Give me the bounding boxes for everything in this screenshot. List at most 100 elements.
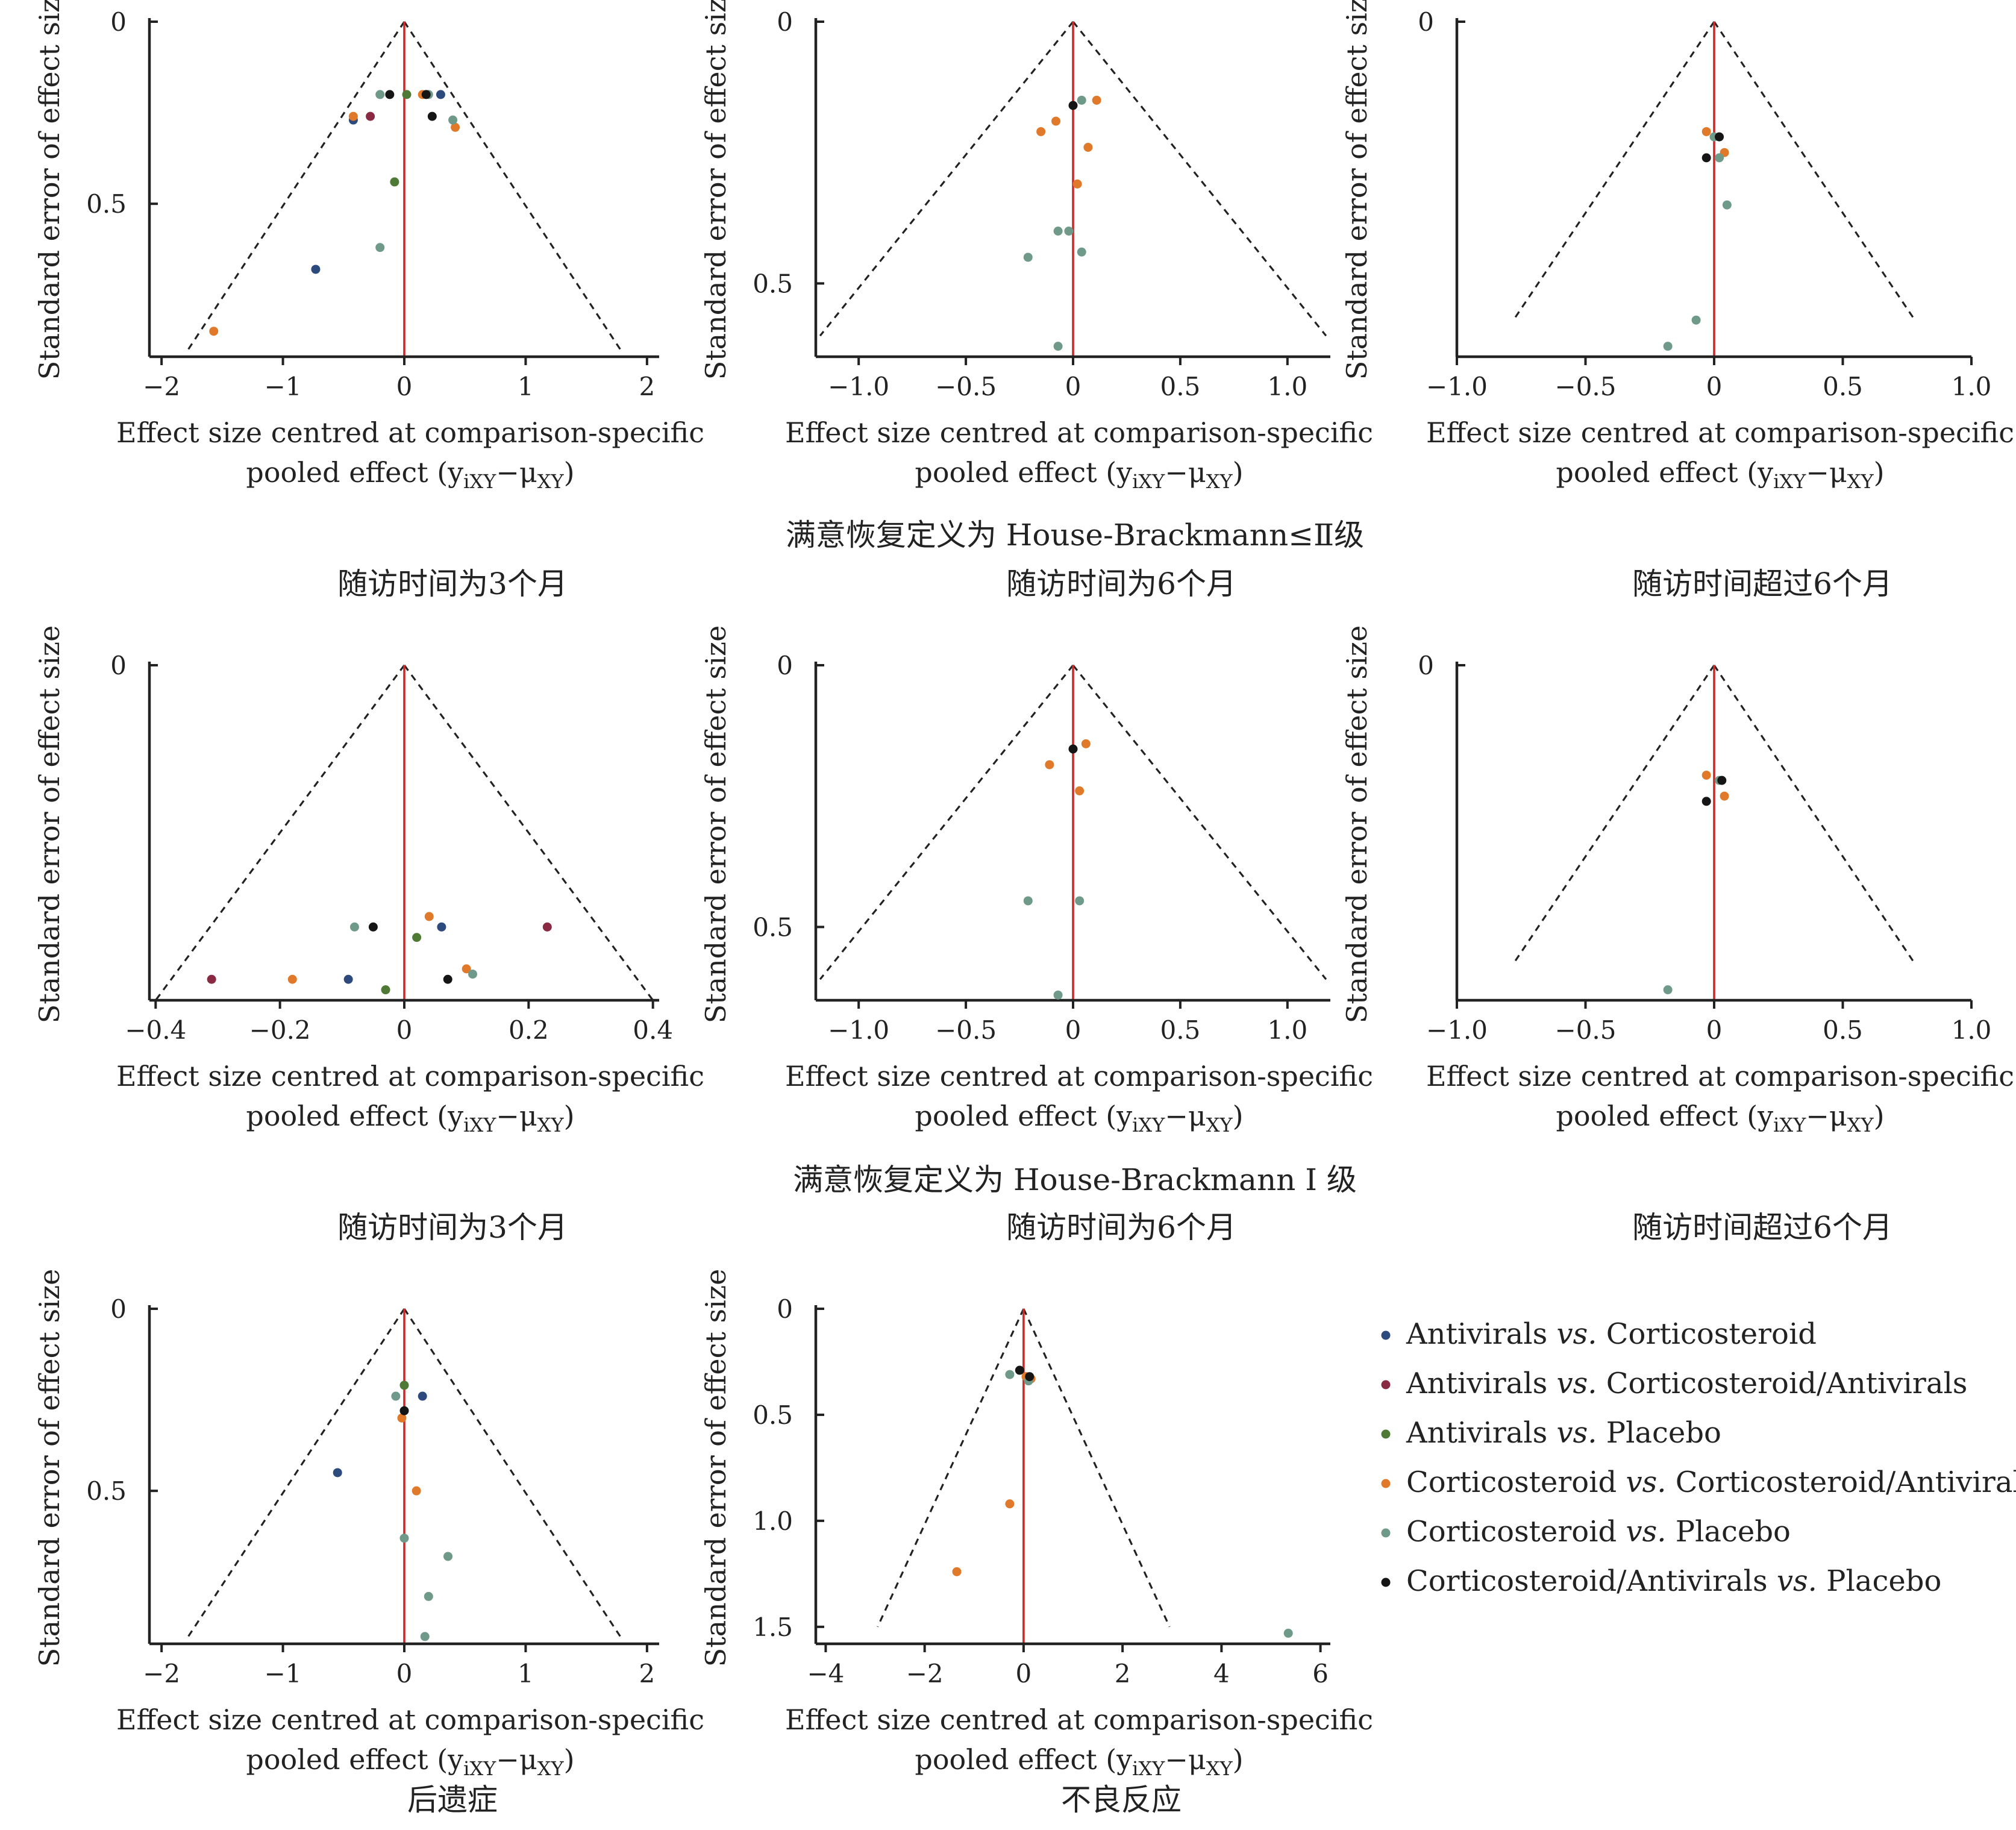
- x-axis-label-line2: pooled effect (yiXY−μXY): [915, 456, 1243, 493]
- y-tick-label: 0: [777, 1294, 793, 1324]
- data-point: [1068, 744, 1078, 754]
- data-point: [1701, 770, 1711, 780]
- x-axis-label-part: iXY: [1773, 470, 1806, 493]
- funnel-line-right: [1072, 664, 1327, 980]
- x-axis-label-part: −μ: [1806, 456, 1847, 489]
- data-point: [375, 243, 385, 252]
- data-point: [1701, 797, 1711, 806]
- funnel-panel-3: −1.0 −0.5 0 0.5 1.0 0 Standard error of effect…: [1341, 0, 2014, 601]
- x-axis-label-part: XY: [1206, 1114, 1233, 1136]
- funnel-panel-2: −1.0 −0.5 0 0.5 1.0 0 0.5 Standard error of eff…: [700, 0, 1373, 601]
- x-axis-label-line2: pooled effect (yiXY−μXY): [246, 456, 574, 493]
- data-point: [311, 265, 321, 274]
- x-tick-label: −1: [265, 1659, 302, 1688]
- x-axis-label-part: ): [564, 1100, 575, 1132]
- data-point: [399, 1534, 409, 1543]
- x-axis-label-part: −μ: [1806, 1100, 1847, 1132]
- data-point: [451, 122, 460, 132]
- data-point: [366, 111, 375, 121]
- y-axis-label: Standard error of effect size: [33, 0, 66, 380]
- x-tick-label: 2: [1115, 1659, 1131, 1688]
- x-axis-label-line2: pooled effect (yiXY−μXY): [246, 1743, 574, 1780]
- legend-entry-part: vs.: [1777, 1564, 1817, 1598]
- x-axis-label-part: ): [1233, 1743, 1244, 1776]
- row-title-1: 满意恢复定义为 House-Brackmann≤Ⅱ级: [786, 518, 1364, 553]
- x-tick-label: 2: [639, 372, 655, 401]
- x-axis-label-part: pooled effect (y: [1556, 456, 1773, 489]
- legend-marker: [1381, 1528, 1391, 1538]
- x-axis-label-part: XY: [537, 470, 565, 493]
- funnel-line-left: [1512, 665, 1715, 965]
- x-axis-label-part: −μ: [496, 456, 537, 489]
- data-point: [448, 115, 458, 125]
- data-point: [1077, 95, 1086, 105]
- y-axis-label: Standard error of effect size: [700, 1269, 732, 1667]
- legend-marker: [1381, 1429, 1391, 1439]
- y-tick-label: 0.5: [753, 912, 793, 942]
- legend-entry-part: vs.: [1557, 1367, 1597, 1400]
- panel-caption: 随访时间为3个月: [337, 1210, 568, 1245]
- funnel-line-right: [403, 1308, 621, 1637]
- data-point: [1072, 179, 1082, 189]
- legend-entry-part: Corticosteroid/Antivirals: [1406, 1564, 1777, 1598]
- x-axis-label-part: ): [1233, 1100, 1244, 1132]
- data-point: [1663, 342, 1673, 351]
- data-point: [390, 177, 399, 187]
- x-tick-label: 6: [1312, 1659, 1329, 1688]
- x-axis-label-part: pooled effect (y: [915, 1743, 1132, 1776]
- y-tick-label: 0: [110, 7, 127, 37]
- data-point: [437, 922, 446, 932]
- panel-caption: 后遗症: [407, 1782, 498, 1817]
- x-axis-label-part: XY: [1847, 1114, 1874, 1136]
- legend-marker: [1381, 1380, 1391, 1390]
- x-axis-label-line1: Effect size centred at comparison-specif…: [785, 1703, 1373, 1736]
- x-axis-label-part: XY: [537, 1757, 565, 1780]
- legend-marker: [1381, 1578, 1391, 1587]
- data-point: [1025, 1372, 1035, 1382]
- data-point: [1045, 760, 1054, 769]
- y-axis-label: Standard error of effect size: [700, 0, 732, 380]
- x-axis-label-line1: Effect size centred at comparison-specif…: [785, 1060, 1373, 1092]
- x-axis-label-line2: pooled effect (yiXY−μXY): [246, 1100, 574, 1136]
- data-point: [397, 1413, 407, 1423]
- funnel-panel-6: −1.0 −0.5 0 0.5 1.0 0 Standard error of effect…: [1341, 625, 2014, 1245]
- data-point: [412, 1486, 421, 1496]
- x-tick-label: 4: [1213, 1659, 1230, 1688]
- x-tick-label: 0: [1706, 1015, 1723, 1045]
- x-tick-label: −1.0: [828, 372, 889, 401]
- x-axis-label-part: ): [1874, 1100, 1885, 1132]
- y-tick-label: 0: [110, 1294, 127, 1324]
- x-axis-label-line1: Effect size centred at comparison-specif…: [785, 416, 1373, 449]
- legend-marker: [1381, 1479, 1391, 1488]
- x-axis-label-part: ): [1874, 456, 1885, 489]
- data-point: [1023, 252, 1033, 262]
- data-point: [1068, 101, 1078, 110]
- x-tick-label: 0.2: [509, 1015, 549, 1045]
- legend-entry-part: Corticosteroid/Antivirals: [1667, 1465, 2016, 1499]
- data-point: [424, 912, 434, 921]
- data-point: [1715, 153, 1724, 163]
- panel-caption: 随访时间超过6个月: [1632, 1210, 1892, 1245]
- legend-entry: Antivirals vs. Placebo: [1406, 1416, 1721, 1450]
- data-point: [1053, 990, 1063, 1000]
- x-axis-label-part: XY: [537, 1114, 565, 1136]
- x-tick-label: −0.5: [1555, 372, 1617, 401]
- x-axis-label-line1: Effect size centred at comparison-specif…: [116, 1060, 704, 1092]
- legend-entry-part: vs.: [1626, 1465, 1667, 1499]
- x-axis-label-line2: pooled effect (yiXY−μXY): [1556, 1100, 1884, 1136]
- data-point: [1064, 227, 1074, 236]
- data-point: [391, 1391, 401, 1401]
- data-point: [1023, 896, 1033, 906]
- x-tick-label: 0: [396, 1015, 413, 1045]
- funnel-panel-1: −2 −1 0 1 2 0 0.5 Standard error of effect size…: [33, 0, 704, 601]
- x-axis-label-line1: Effect size centred at comparison-specif…: [1426, 1060, 2014, 1092]
- data-point: [1005, 1370, 1015, 1379]
- x-tick-label: −1: [265, 372, 302, 401]
- x-axis-label-part: pooled effect (y: [1556, 1100, 1773, 1132]
- data-point: [349, 922, 359, 932]
- y-axis-label: Standard error of effect size: [1341, 625, 1373, 1024]
- x-axis-label-part: −μ: [1165, 456, 1206, 489]
- legend-entry-part: Corticosteroid/Antivirals: [1597, 1367, 1968, 1400]
- data-point: [348, 111, 358, 121]
- x-axis-label-part: −μ: [496, 1100, 537, 1132]
